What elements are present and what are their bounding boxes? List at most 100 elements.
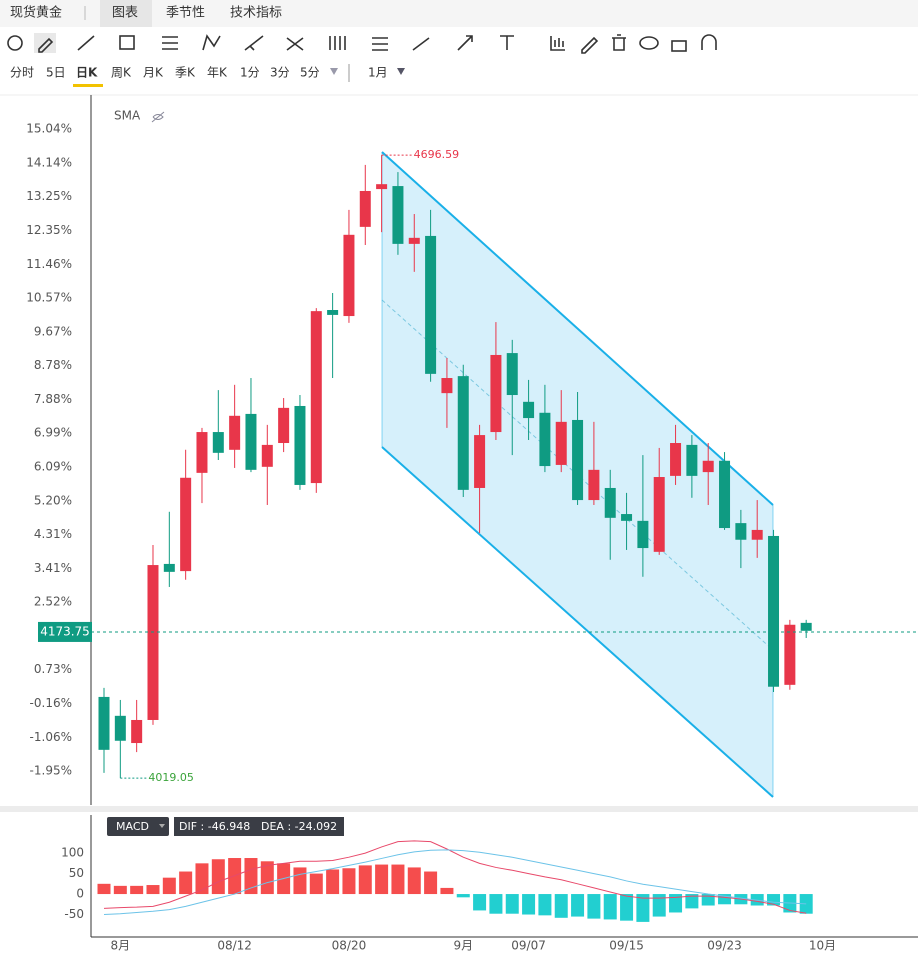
macd-bar <box>473 894 487 911</box>
macd-bar <box>554 894 568 918</box>
tool-icon[interactable] <box>162 36 178 50</box>
x-tick-label: 08/20 <box>332 939 367 953</box>
candle-body <box>131 719 143 744</box>
tool-icon[interactable] <box>244 35 264 51</box>
period[interactable]: 1分 <box>240 66 260 80</box>
macd-bar <box>505 894 519 914</box>
candle-body <box>474 435 486 488</box>
period[interactable]: 季K <box>175 66 196 80</box>
candle-body <box>392 186 404 244</box>
range[interactable]: 1月 <box>368 66 388 80</box>
x-tick-label: 09/15 <box>609 939 644 953</box>
y-tick-label: 15.04% <box>26 122 72 136</box>
macd-bar <box>636 894 650 922</box>
candle-body <box>506 353 518 396</box>
candle-body <box>294 405 306 485</box>
macd-bar <box>342 868 356 895</box>
tool-icon[interactable] <box>119 35 135 50</box>
candle-body <box>327 310 339 315</box>
macd-bar <box>326 869 340 895</box>
candle-body <box>539 412 551 467</box>
tab[interactable]: 现货黄金 <box>10 5 62 21</box>
y-tick-label: -1.95% <box>30 763 72 777</box>
candle-body <box>572 419 584 501</box>
tool-icon[interactable] <box>412 37 430 51</box>
tool-icon[interactable] <box>500 35 514 50</box>
period[interactable]: 5日 <box>46 66 66 80</box>
macd-line <box>103 840 807 914</box>
tool-icon[interactable] <box>457 35 473 51</box>
macd-bar <box>195 863 209 895</box>
candle-body <box>261 444 273 467</box>
price-label: 4173.75 <box>40 624 90 638</box>
candle-body <box>523 401 535 419</box>
y-tick-label: 10.57% <box>26 290 72 304</box>
y-tick-label: 6.99% <box>34 426 72 440</box>
hide-icon[interactable] <box>151 111 165 123</box>
period[interactable]: 周K <box>111 66 132 80</box>
y-tick-label: 6.09% <box>34 460 72 474</box>
period[interactable]: 3分 <box>270 66 290 80</box>
toolbar <box>7 33 717 54</box>
y-tick-label: 8.78% <box>34 358 72 372</box>
tool-icon[interactable] <box>372 37 388 51</box>
indicator-name: MACD <box>116 820 149 833</box>
y-tick-label: 14.14% <box>26 156 72 170</box>
period[interactable]: 月K <box>143 66 164 80</box>
macd-bar <box>587 894 601 919</box>
x-tick-label: 10月 <box>809 939 836 953</box>
macd-bar <box>522 894 536 915</box>
period[interactable]: 分时 <box>10 66 34 80</box>
candle-body <box>147 565 159 720</box>
candle-body <box>555 421 567 465</box>
period[interactable]: 年K <box>207 66 228 80</box>
period[interactable]: 日K <box>76 66 98 80</box>
period-underline <box>73 84 103 87</box>
macd-bar <box>179 871 193 895</box>
tool-icon[interactable] <box>701 34 717 50</box>
tab[interactable]: 季节性 <box>166 6 205 21</box>
y-tick-label: 2.52% <box>34 595 72 609</box>
tab[interactable]: 图表 <box>112 6 138 21</box>
tool-icon[interactable] <box>329 36 346 50</box>
macd-bar <box>456 894 470 898</box>
macd-bar <box>652 894 666 917</box>
tool-icon[interactable] <box>612 34 626 51</box>
macd-bar <box>620 894 634 921</box>
candle-body <box>180 477 192 572</box>
period[interactable]: 5分 <box>300 66 320 80</box>
macd-bar <box>162 877 176 895</box>
dropdown[interactable] <box>330 68 338 75</box>
macd-bar <box>440 887 454 895</box>
macd-bar <box>97 883 111 895</box>
y-tick-label: 50 <box>69 866 84 880</box>
tool-icon[interactable] <box>581 36 599 54</box>
candle-body <box>212 432 224 453</box>
legend-dif: DIF : -46.948 <box>179 820 250 833</box>
candle-body <box>278 407 290 444</box>
indicator-label[interactable]: SMA <box>114 109 141 123</box>
y-tick-label: 100 <box>61 846 84 860</box>
tool-icon[interactable] <box>286 37 304 51</box>
candle-body <box>653 477 665 552</box>
indicator-box[interactable] <box>107 817 169 836</box>
candle-body <box>490 354 502 433</box>
tool-icon[interactable] <box>671 40 687 52</box>
y-tick-label: 12.35% <box>26 223 72 237</box>
tab[interactable]: 技术指标 <box>230 6 282 21</box>
macd-bar <box>767 894 781 906</box>
macd-bar <box>701 894 715 906</box>
tool-icon[interactable] <box>639 36 659 50</box>
candle-body <box>604 487 616 518</box>
tool-icon[interactable] <box>550 36 565 51</box>
tool-icon[interactable] <box>7 35 23 51</box>
macd-bar <box>260 861 274 895</box>
tool-icon[interactable] <box>202 34 221 51</box>
candle-body <box>441 378 453 394</box>
dropdown[interactable] <box>159 824 165 828</box>
dropdown[interactable] <box>397 68 405 75</box>
tool-icon[interactable] <box>38 37 54 53</box>
tab-bar <box>0 0 918 27</box>
tool-icon[interactable] <box>77 35 95 51</box>
active-tab-bg <box>100 0 152 27</box>
